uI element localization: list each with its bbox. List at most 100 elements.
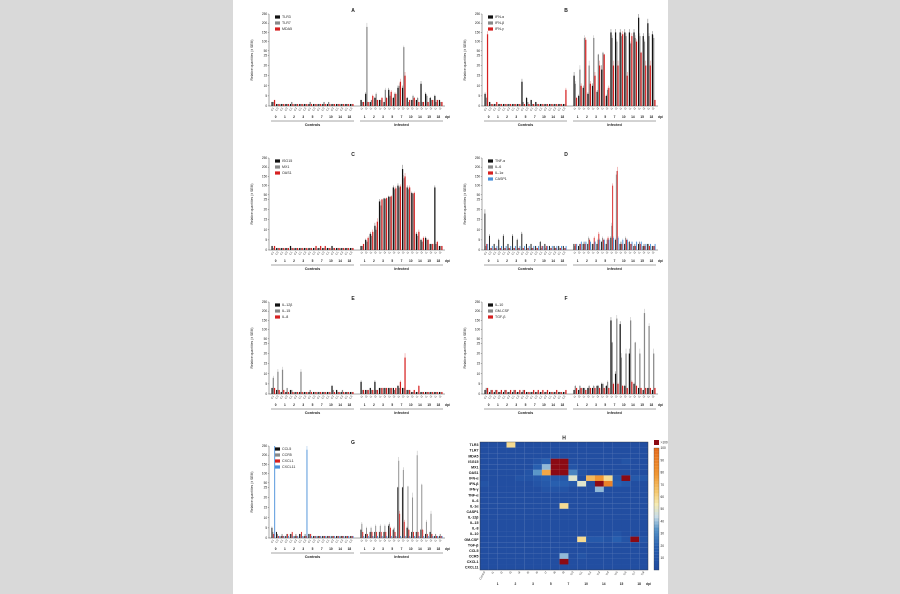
bar (374, 531, 376, 538)
bar (312, 247, 315, 250)
bar (333, 247, 336, 250)
bar (347, 103, 349, 106)
day-label: 10 (329, 259, 333, 263)
bar (349, 535, 351, 538)
heatmap-row-label: IFN-β (469, 482, 479, 486)
bar (393, 389, 396, 394)
heatmap-cell (497, 464, 507, 470)
heatmap-cell (515, 508, 525, 515)
colorbar-tick-label: 90 (661, 458, 665, 462)
bar (300, 531, 302, 538)
sample-label: I2 (651, 250, 656, 254)
heatmap-cell (497, 458, 507, 465)
heatmap-cell (612, 508, 622, 515)
bar (346, 391, 348, 394)
heatmap-cell (515, 536, 525, 543)
heatmap-cell (612, 480, 622, 487)
sample-label: C1 (288, 538, 293, 543)
sample-label: C1 (307, 250, 312, 255)
bar (620, 36, 623, 106)
day-label: 14 (631, 259, 635, 263)
heatmap-cell (568, 475, 578, 482)
bar (345, 103, 347, 106)
heatmap-cell (594, 464, 604, 470)
sample-label: C2 (552, 250, 557, 255)
bar (320, 103, 322, 106)
sample-label: I2 (429, 106, 434, 110)
bar (582, 87, 584, 106)
bar (500, 389, 502, 394)
sample-label: C1 (316, 394, 321, 399)
heatmap-cell (621, 542, 631, 548)
heatmap-cell (603, 486, 613, 493)
heatmap-cell (515, 442, 525, 448)
bar (370, 389, 373, 394)
heatmap-cell (480, 553, 489, 559)
bar (324, 535, 325, 538)
panel-letter: C (351, 152, 355, 158)
legend-swatch (488, 171, 493, 175)
bar (645, 65, 647, 106)
bar (546, 245, 548, 250)
bar (440, 391, 442, 394)
heatmap-cell (559, 497, 569, 504)
bar (625, 36, 627, 106)
bar (336, 389, 338, 394)
sample-label: C2 (339, 538, 344, 543)
colorbar-tick-label: 60 (661, 495, 665, 499)
bar (549, 103, 551, 106)
sample-label: C2 (274, 250, 279, 255)
bar (525, 97, 528, 106)
bar (502, 103, 505, 106)
day-label: 3 (382, 547, 384, 551)
bar (554, 391, 557, 394)
bar (614, 239, 616, 250)
panel-letter: D (564, 152, 568, 158)
sample-label: I1 (637, 250, 642, 254)
bar (564, 103, 566, 106)
day-label: 14 (418, 115, 422, 119)
heatmap-cell (559, 558, 569, 565)
heatmap-cell (541, 492, 551, 498)
heatmap-cell (480, 469, 489, 476)
heatmap-cell (621, 492, 631, 498)
heatmap-cell (506, 553, 516, 559)
bar (313, 535, 315, 538)
bar (362, 531, 364, 538)
heatmap-cell (603, 480, 613, 487)
bar (323, 247, 325, 250)
heatmap-cell (550, 525, 560, 532)
y-tick-label: 0 (265, 392, 267, 396)
heatmap-cell (594, 547, 604, 554)
bar (404, 75, 406, 106)
bar (525, 391, 528, 394)
bar (587, 387, 589, 394)
bar (496, 245, 498, 250)
heatmap-cell (524, 531, 534, 537)
y-tick-label: 25 (477, 53, 481, 57)
sample-label: C1 (270, 106, 275, 111)
day-label: 5 (391, 547, 393, 551)
heatmap-cell (586, 486, 595, 493)
sample-label: C1 (334, 250, 339, 255)
bar (502, 235, 504, 250)
y-tick-label: 20 (477, 352, 481, 356)
heatmap-cell (577, 442, 587, 448)
heatmap-cell (630, 503, 640, 509)
y-axis-label: Relative quantities (± SEM) (250, 327, 254, 368)
heatmap-cell (506, 536, 516, 543)
bar (300, 533, 301, 538)
bar (303, 103, 305, 106)
sample-label: C1 (343, 250, 348, 255)
y-tick-label: 100 (262, 40, 268, 44)
colorbar-overflow-label: >100 (661, 441, 668, 445)
bar (289, 245, 292, 250)
heatmap-col-label: I17 (631, 570, 637, 576)
bar (440, 245, 442, 250)
sample-label: I2 (632, 250, 637, 254)
bar (644, 245, 646, 250)
bar (562, 103, 565, 106)
bar (525, 243, 527, 250)
bar (603, 387, 605, 394)
